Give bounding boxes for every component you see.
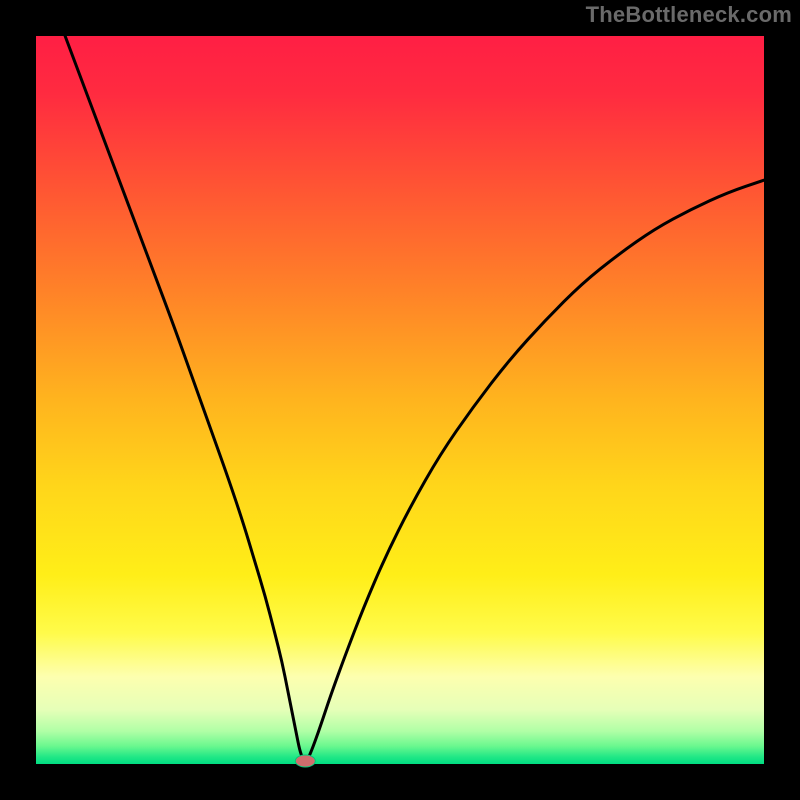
chart-frame: TheBottleneck.com (0, 0, 800, 800)
plot-area (36, 36, 764, 764)
optimum-marker (295, 755, 315, 768)
watermark-text: TheBottleneck.com (586, 2, 792, 28)
curve-layer (36, 36, 764, 764)
bottleneck-curve (65, 36, 764, 761)
